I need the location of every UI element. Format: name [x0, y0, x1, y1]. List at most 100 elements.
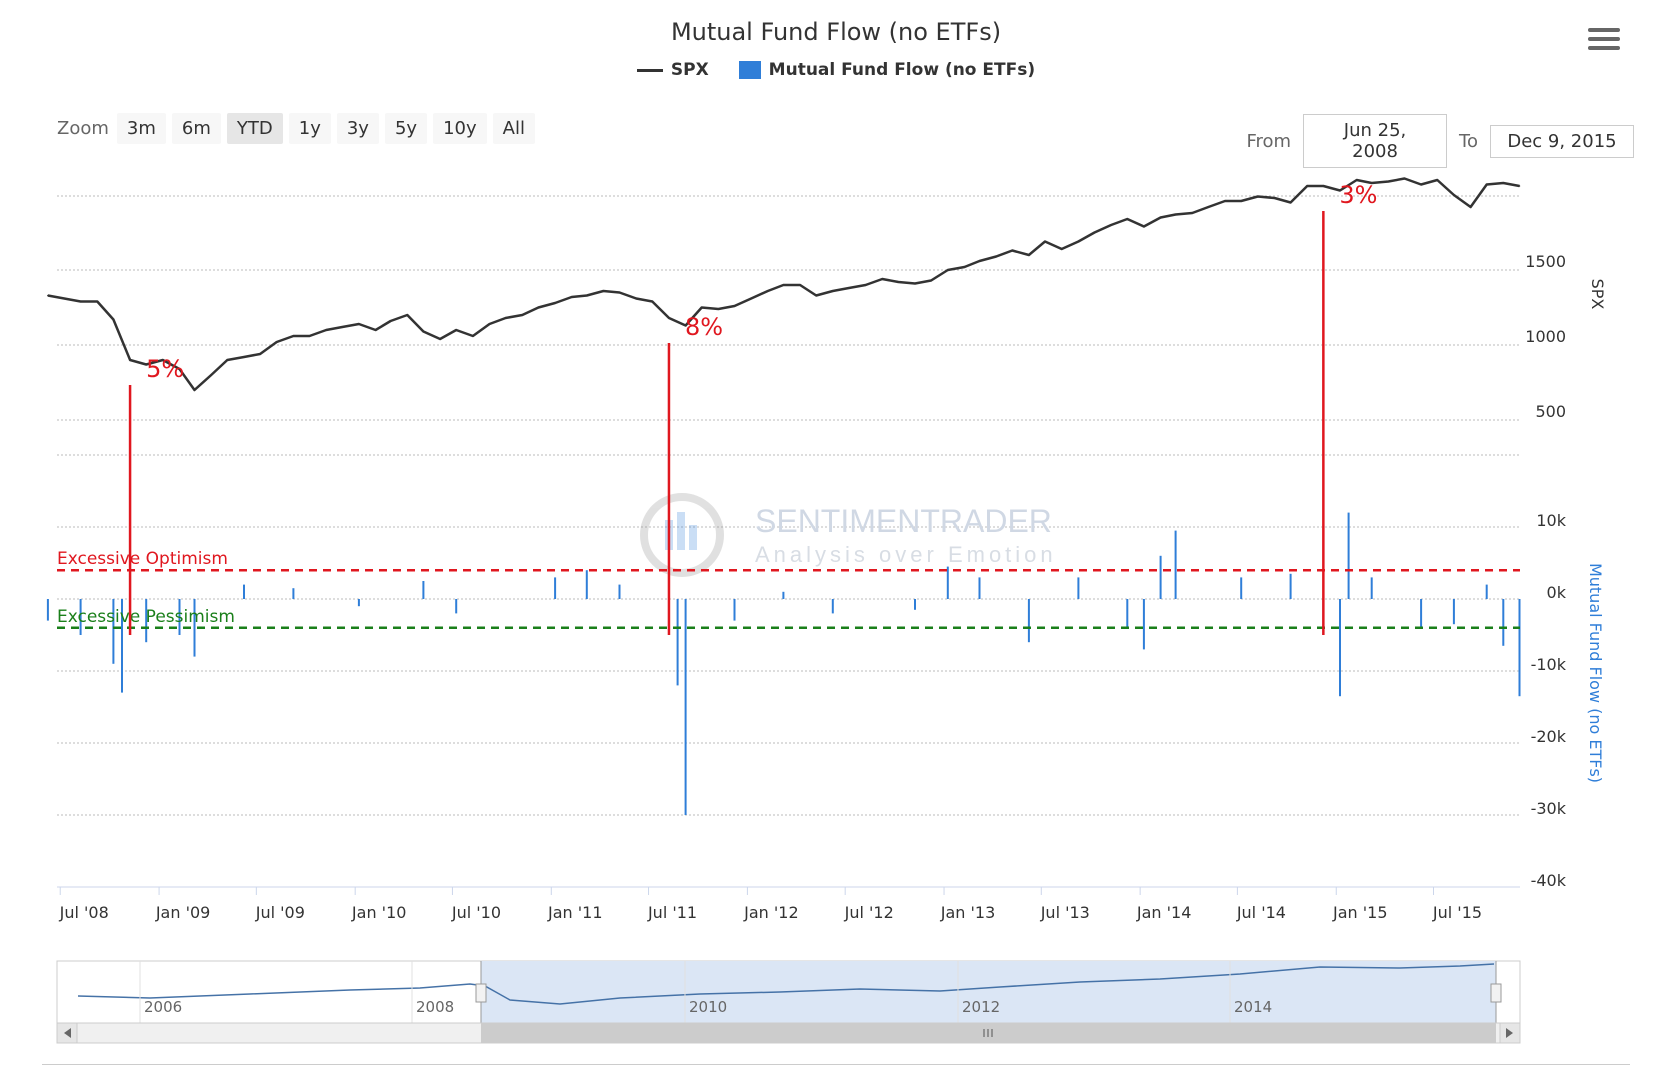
annotation-label: 3% — [1339, 181, 1377, 209]
spx-point — [684, 324, 687, 327]
x-tick-label: Jul '13 — [1040, 903, 1090, 922]
zoom-button-all[interactable]: All — [492, 113, 535, 144]
flow-bar — [1126, 599, 1129, 628]
spx-point — [832, 290, 834, 292]
spx-point — [226, 359, 229, 361]
spx-point — [995, 255, 997, 258]
annotation-label: 5% — [146, 355, 184, 383]
spx-point — [1355, 179, 1358, 181]
spx-point — [602, 290, 605, 292]
flow-bar — [618, 584, 621, 599]
spx-point — [1306, 185, 1309, 187]
navigator-right-handle[interactable] — [1490, 983, 1502, 1003]
spx-point — [1044, 240, 1046, 243]
spx-point — [1469, 206, 1472, 208]
annotation-label: 8% — [685, 313, 723, 341]
navigator-tick-label: 2008 — [416, 998, 454, 1016]
flow-bar — [121, 599, 123, 693]
spx-point — [1322, 185, 1325, 187]
navigator-left-handle[interactable] — [475, 983, 487, 1003]
navigator: 2006 2008 2010 2012 2014 — [56, 960, 1521, 1044]
spx-point — [1011, 249, 1014, 252]
flow-bar — [455, 599, 458, 614]
to-date-input[interactable]: Dec 9, 2015 — [1490, 124, 1634, 158]
zoom-button-10y[interactable]: 10y — [433, 113, 487, 144]
spx-point — [1485, 183, 1488, 186]
flow-bar — [178, 599, 181, 635]
flow-bar — [1339, 599, 1341, 697]
flow-bar — [112, 599, 115, 664]
hamburger-menu-icon[interactable] — [1588, 28, 1620, 54]
flow-bar — [1159, 555, 1162, 599]
flow-tick-neg10k: -10k — [1531, 655, 1567, 674]
legend-item-flow[interactable]: Mutual Fund Flow (no ETFs) — [738, 60, 1035, 80]
spx-point — [1257, 195, 1259, 198]
spx-point — [504, 317, 507, 319]
spx-point — [439, 338, 441, 340]
spx-point — [635, 297, 637, 300]
flow-bar — [1370, 577, 1373, 599]
flow-bar — [1142, 599, 1145, 650]
navigator-tick-label: 2010 — [689, 998, 727, 1016]
spx-point — [570, 296, 573, 298]
x-tick-label: Jan '12 — [743, 903, 799, 922]
spx-point — [406, 314, 409, 316]
flow-tick-10k: 10k — [1536, 511, 1566, 530]
spx-tick-1500: 1500 — [1525, 252, 1566, 271]
spx-point — [700, 306, 703, 309]
spx-point — [537, 306, 540, 309]
annotations: 5% 8% 3% — [128, 181, 1377, 635]
flow-bar — [978, 577, 981, 599]
spx-point — [1224, 200, 1226, 202]
spx-point — [1436, 179, 1439, 181]
legend-item-spx[interactable]: SPX — [636, 60, 709, 80]
spx-point — [1207, 206, 1210, 208]
flow-bar — [145, 599, 148, 643]
flow-bar — [831, 599, 834, 614]
spx-point — [389, 320, 392, 322]
zoom-button-5y[interactable]: 5y — [384, 113, 428, 144]
chart-title: Mutual Fund Flow (no ETFs) — [670, 18, 1002, 46]
spx-point — [668, 317, 670, 319]
x-tick-label: Jan '11 — [547, 903, 603, 922]
flow-axis: 10k 0k -10k -20k -30k -40k — [1531, 511, 1567, 890]
spx-point — [585, 294, 588, 297]
chevron-right-icon — [1506, 1028, 1513, 1038]
flow-bar — [1452, 599, 1455, 625]
spx-point — [308, 335, 311, 337]
spx-axis-title: SPX — [1588, 279, 1607, 310]
spx-point — [193, 389, 196, 391]
zoom-button-1y[interactable]: 1y — [288, 113, 331, 144]
flow-bar — [243, 584, 245, 599]
spx-point — [521, 314, 524, 316]
chevron-left-icon — [64, 1028, 71, 1038]
flow-bar — [1485, 584, 1488, 599]
spx-point — [422, 330, 425, 333]
spx-point — [1159, 216, 1162, 219]
zoom-button-6m[interactable]: 6m — [171, 113, 221, 144]
spx-point — [129, 359, 131, 361]
from-label: From — [1246, 130, 1292, 152]
zoom-button-ytd[interactable]: YTD — [226, 113, 283, 144]
spx-point — [914, 282, 916, 285]
zoom-button-3m[interactable]: 3m — [116, 113, 166, 144]
spx-point — [1240, 200, 1242, 202]
x-tick-label: Jul '08 — [59, 903, 109, 922]
x-tick-label: Jan '09 — [155, 903, 211, 922]
spx-point — [1060, 248, 1063, 250]
spx-point — [1518, 185, 1521, 187]
spx-point — [488, 323, 491, 325]
flow-bars — [46, 512, 1521, 815]
spx-point — [1289, 201, 1292, 204]
spx-point — [145, 363, 147, 366]
from-date-input[interactable]: Jun 25, 2008 — [1303, 114, 1448, 168]
flow-tick-neg40k: -40k — [1531, 871, 1567, 890]
spx-point — [358, 323, 360, 325]
zoom-button-3y[interactable]: 3y — [336, 113, 379, 144]
spx-point — [96, 300, 99, 303]
spx-point — [162, 359, 164, 361]
zoom-label: Zoom — [57, 118, 109, 139]
x-tick-label: Jan '13 — [940, 903, 996, 922]
flow-bar — [1502, 599, 1505, 646]
navigator-selection[interactable] — [481, 961, 1496, 1023]
